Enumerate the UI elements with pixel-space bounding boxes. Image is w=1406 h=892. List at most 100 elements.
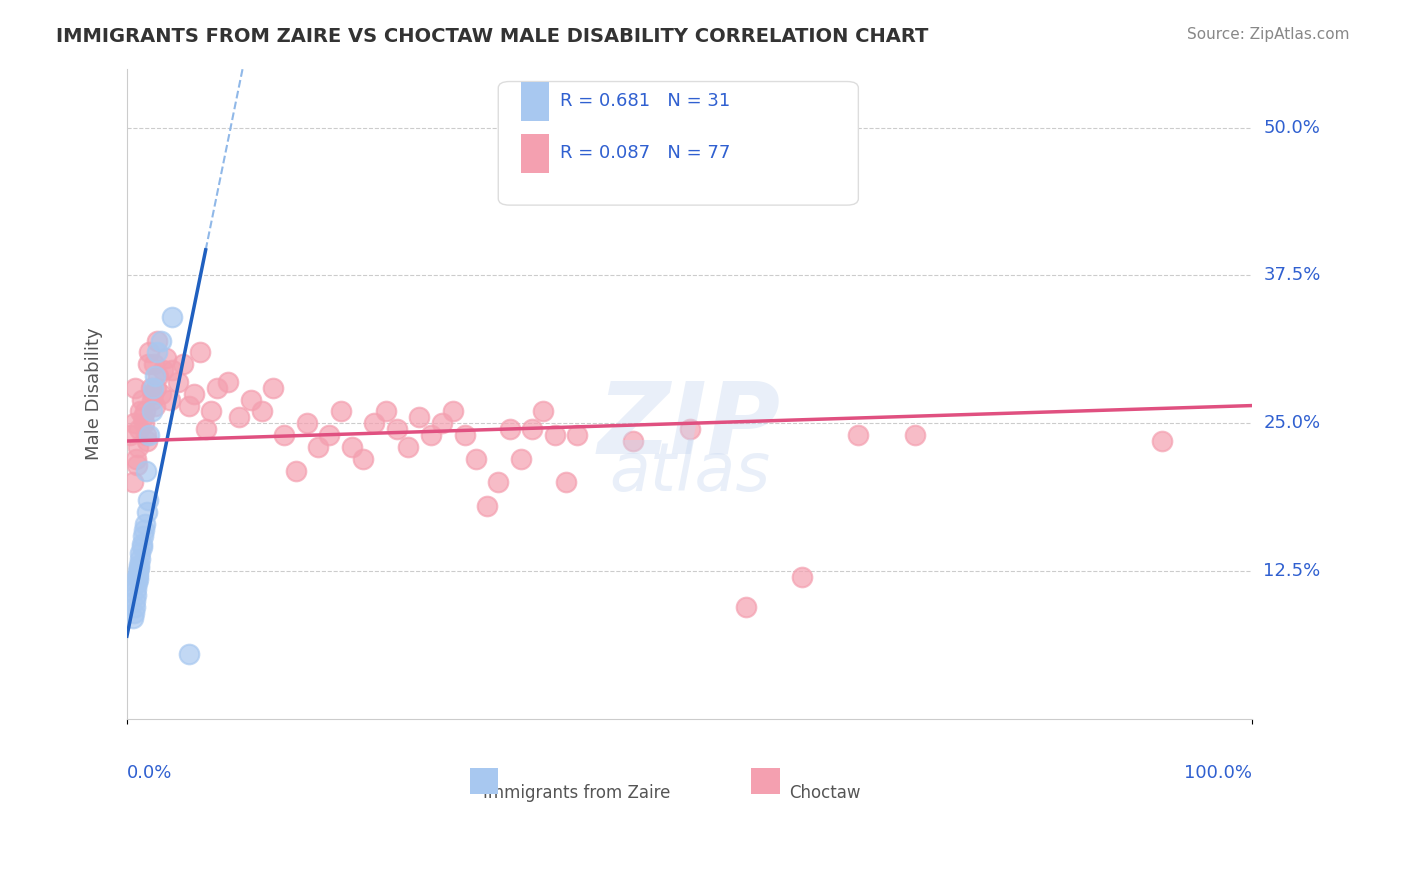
Point [475, 499, 498, 513]
Point [125, 570, 148, 584]
Text: 100.0%: 100.0% [1184, 764, 1253, 782]
Point [273, 428, 295, 442]
Point [129, 546, 152, 560]
Point [131, 541, 153, 555]
Point [152, 363, 174, 377]
Point [352, 451, 374, 466]
Point [160, 363, 183, 377]
Point [239, 392, 262, 407]
Point [1152, 434, 1174, 448]
Point [143, 369, 166, 384]
Point [430, 417, 453, 431]
Point [166, 375, 188, 389]
Point [132, 523, 155, 537]
Point [177, 399, 200, 413]
Point [531, 404, 554, 418]
Point [124, 599, 146, 614]
Point [554, 475, 576, 490]
Point [374, 404, 396, 418]
Text: Immigrants from Zaire: Immigrants from Zaire [484, 784, 671, 802]
Point [172, 357, 194, 371]
Point [408, 410, 430, 425]
Point [142, 386, 165, 401]
Text: 37.5%: 37.5% [1264, 267, 1320, 285]
Text: 0.0%: 0.0% [127, 764, 173, 782]
Point [149, 386, 172, 401]
Text: Source: ZipAtlas.com: Source: ZipAtlas.com [1187, 27, 1350, 42]
Point [122, 417, 145, 431]
Point [131, 529, 153, 543]
Text: Choctaw: Choctaw [789, 784, 860, 802]
Point [159, 392, 181, 407]
Point [120, 428, 142, 442]
Point [284, 464, 307, 478]
Point [138, 345, 160, 359]
Point [155, 351, 177, 366]
Point [142, 357, 165, 371]
Point [498, 422, 520, 436]
Point [846, 428, 869, 442]
Bar [520, 134, 548, 172]
Point [129, 552, 152, 566]
Point [125, 588, 148, 602]
Point [128, 558, 150, 573]
Text: 50.0%: 50.0% [1264, 119, 1320, 136]
Text: IMMIGRANTS FROM ZAIRE VS CHOCTAW MALE DISABILITY CORRELATION CHART: IMMIGRANTS FROM ZAIRE VS CHOCTAW MALE DI… [56, 27, 928, 45]
Point [148, 369, 170, 384]
Point [228, 410, 250, 425]
Point [124, 593, 146, 607]
Point [160, 310, 183, 324]
Bar [470, 768, 498, 794]
Point [136, 434, 159, 448]
Point [318, 428, 340, 442]
Point [135, 428, 157, 442]
Point [464, 451, 486, 466]
Point [217, 375, 239, 389]
Bar [751, 768, 779, 794]
Point [486, 475, 509, 490]
Text: 12.5%: 12.5% [1264, 562, 1320, 580]
Text: atlas: atlas [609, 439, 770, 505]
Point [121, 475, 143, 490]
Point [128, 560, 150, 574]
Point [205, 381, 228, 395]
Point [128, 422, 150, 436]
Text: R = 0.681   N = 31: R = 0.681 N = 31 [560, 92, 730, 110]
Point [129, 404, 152, 418]
Point [678, 422, 700, 436]
Point [621, 434, 644, 448]
Point [329, 404, 352, 418]
Point [194, 422, 217, 436]
Point [143, 399, 166, 413]
Point [132, 417, 155, 431]
Point [295, 417, 318, 431]
Text: 25.0%: 25.0% [1264, 414, 1320, 433]
Bar [520, 81, 548, 120]
Point [307, 440, 329, 454]
Point [135, 464, 157, 478]
Point [127, 564, 149, 578]
Point [565, 428, 588, 442]
Text: R = 0.087   N = 77: R = 0.087 N = 77 [560, 145, 731, 162]
Point [142, 381, 165, 395]
Point [509, 451, 531, 466]
Point [250, 404, 273, 418]
Point [419, 428, 441, 442]
Point [136, 505, 159, 519]
Point [127, 567, 149, 582]
Point [131, 537, 153, 551]
Point [136, 357, 159, 371]
Point [125, 582, 148, 596]
Point [125, 458, 148, 472]
Point [200, 404, 222, 418]
Point [363, 417, 385, 431]
Point [441, 404, 464, 418]
Y-axis label: Male Disability: Male Disability [86, 327, 103, 460]
Point [134, 404, 156, 418]
FancyBboxPatch shape [498, 81, 858, 205]
Point [904, 428, 927, 442]
Point [127, 440, 149, 454]
Point [134, 516, 156, 531]
Point [125, 451, 148, 466]
Point [385, 422, 408, 436]
